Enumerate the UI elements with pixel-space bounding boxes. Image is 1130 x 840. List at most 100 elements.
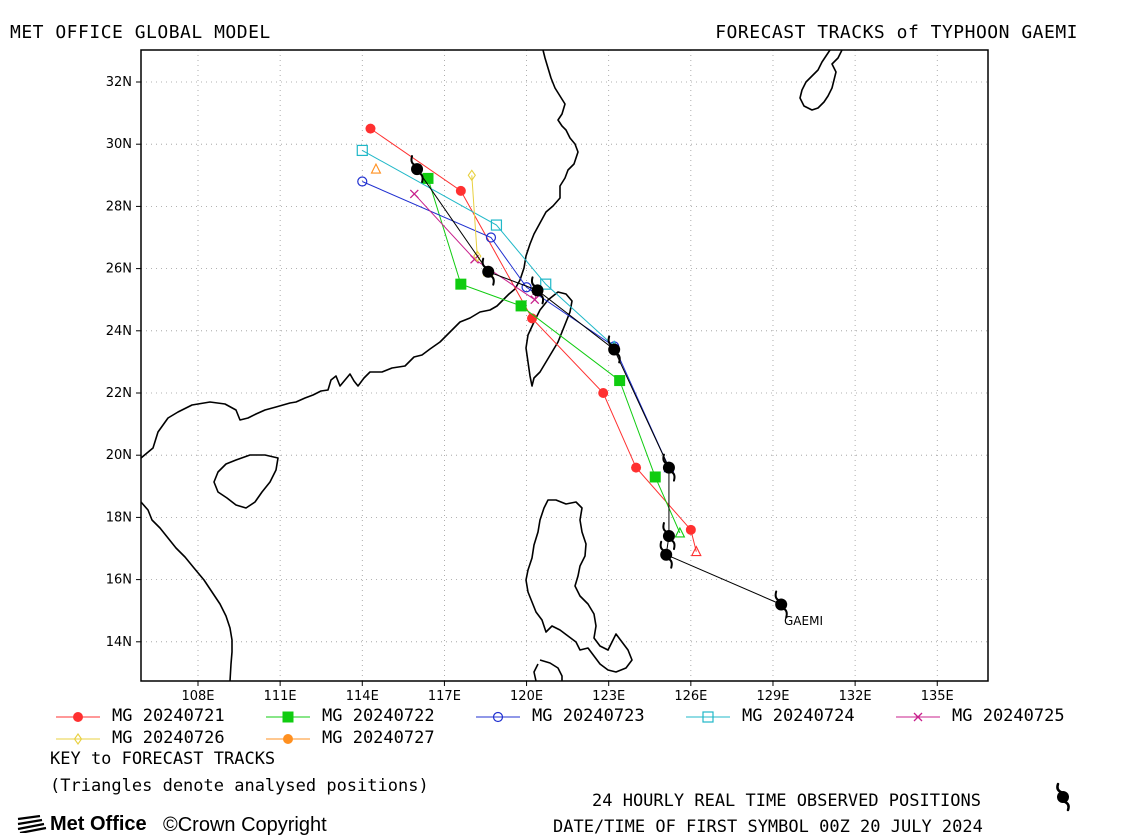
forecast-point — [485, 232, 497, 243]
legend-label: MG 20240727 — [322, 728, 435, 748]
track-line — [362, 181, 670, 468]
forecast-point — [422, 172, 434, 184]
lat-tick-label: 32N — [106, 75, 132, 90]
lon-tick-label: 126E — [674, 689, 707, 704]
lon-tick-label: 111E — [264, 689, 297, 704]
crown-copyright: ©Crown Copyright — [163, 814, 327, 836]
forecast-point — [521, 282, 532, 293]
lon-tick-label: 123E — [592, 689, 625, 704]
first-symbol-datetime: DATE/TIME OF FIRST SYMBOL 00Z 20 JULY 20… — [553, 817, 983, 837]
track-line — [370, 128, 697, 552]
forecast-point — [685, 524, 696, 535]
map-frame — [140, 49, 989, 682]
coastlines — [140, 49, 843, 682]
forecast-point — [540, 278, 552, 290]
map-grid — [141, 50, 988, 681]
forecast-point — [527, 313, 538, 324]
coastline-taiwan — [525, 291, 573, 387]
observed-positions-note: 24 HOURLY REAL TIME OBSERVED POSITIONS — [592, 791, 981, 811]
forecast-point — [455, 185, 466, 196]
key-title: KEY to FORECAST TRACKS — [50, 749, 276, 769]
observed-position-symbol — [662, 522, 676, 551]
legend-marker — [283, 734, 293, 744]
lat-tick-label: 16N — [106, 573, 132, 588]
observed-position-symbol — [410, 155, 424, 184]
legend-swatch — [56, 712, 100, 722]
legend-swatch — [476, 711, 520, 723]
forecast-track — [422, 172, 686, 538]
forecast-point — [409, 189, 419, 199]
legend-swatch — [266, 734, 310, 744]
coastline-china — [140, 49, 579, 459]
legend-label: MG 20240726 — [112, 728, 225, 748]
observed-track — [410, 155, 788, 619]
storm-name-label: GAEMI — [784, 614, 823, 628]
analysed-position-triangle — [690, 545, 702, 557]
legend-marker — [73, 733, 83, 745]
observed-position-symbol — [607, 335, 621, 364]
analysed-position-triangle — [370, 162, 382, 174]
forecast-track — [370, 162, 382, 174]
forecast-point — [356, 144, 368, 157]
forecast-point — [467, 169, 476, 182]
forecast-point — [515, 300, 527, 312]
lat-tick-label: 14N — [106, 635, 132, 650]
forecast-tracks — [356, 123, 702, 557]
legend-label: MG 20240725 — [952, 706, 1065, 726]
analysed-position-triangle — [674, 526, 686, 538]
header-left-title: MET OFFICE GLOBAL MODEL — [10, 22, 271, 43]
lat-tick-label: 22N — [106, 386, 132, 401]
forecast-point — [530, 295, 540, 305]
typhoon-symbol-icon — [1056, 782, 1070, 812]
lon-tick-label: 114E — [346, 689, 379, 704]
forecast-point — [357, 176, 368, 187]
forecast-track — [356, 144, 620, 351]
triangles-note: (Triangles denote analysed positions) — [50, 776, 429, 796]
lon-tick-label: 129E — [756, 689, 789, 704]
legend-marker — [913, 712, 923, 722]
forecast-point — [614, 375, 626, 387]
legend-swatch — [896, 712, 940, 722]
lat-tick-label: 18N — [106, 510, 132, 525]
lat-tick-label: 26N — [106, 262, 132, 277]
lon-tick-label: 132E — [839, 689, 872, 704]
legend-marker — [702, 711, 714, 723]
observed-position-symbol — [662, 453, 676, 482]
legend-swatch — [56, 733, 100, 745]
lat-tick-label: 28N — [106, 199, 132, 214]
forecast-point — [473, 250, 482, 263]
header-right-title: FORECAST TRACKS of TYPHOON GAEMI — [715, 22, 1078, 43]
track-line — [427, 178, 681, 534]
track-line — [362, 149, 615, 347]
forecast-point — [490, 219, 503, 231]
forecast-point — [598, 388, 609, 398]
forecast-track — [365, 123, 702, 557]
observed-position-symbol — [774, 590, 788, 619]
lon-tick-label: 120E — [510, 689, 543, 704]
coastline-mindoro — [533, 659, 563, 682]
forecast-point — [631, 462, 642, 473]
observed-position-symbol — [481, 257, 495, 286]
lat-tick-label: 24N — [106, 324, 132, 339]
forecast-point — [649, 471, 661, 483]
legend-label: MG 20240724 — [742, 706, 855, 726]
legend-label: MG 20240723 — [532, 706, 645, 726]
legend-label: MG 20240722 — [322, 706, 435, 726]
legend-label: MG 20240721 — [112, 706, 225, 726]
legend-marker — [73, 712, 83, 722]
met-office-logo-icon — [17, 815, 47, 833]
coastline-luzon — [525, 499, 633, 673]
met-office-logo: Met Office — [50, 813, 147, 835]
coastline-korea — [799, 49, 843, 111]
legend-marker — [282, 711, 294, 723]
lat-tick-label: 30N — [106, 137, 132, 152]
lon-tick-label: 135E — [921, 689, 954, 704]
lon-tick-label: 117E — [428, 689, 461, 704]
legend-swatch — [686, 711, 730, 723]
coastline-vietnam — [140, 501, 233, 682]
forecast-track — [357, 176, 675, 473]
observed-position-symbol — [530, 276, 545, 305]
forecast-point — [365, 123, 376, 134]
observed-track-line — [416, 168, 782, 605]
observed-position-symbol — [659, 540, 673, 569]
